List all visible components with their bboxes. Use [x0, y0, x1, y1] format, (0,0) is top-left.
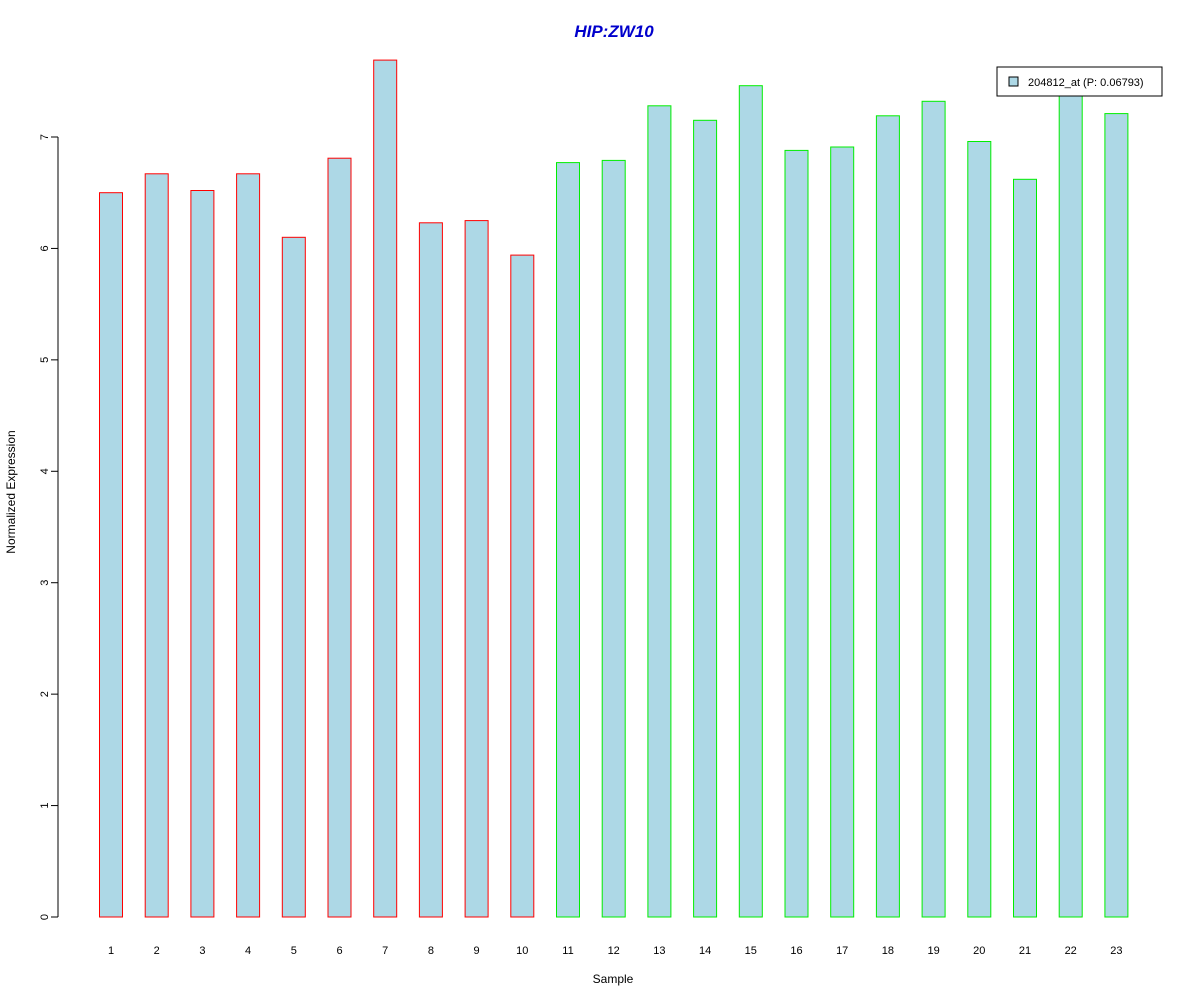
x-tick-label: 10	[516, 945, 528, 957]
legend: 204812_at (P: 0.06793)	[996, 66, 1163, 97]
x-tick-label: 22	[1065, 945, 1077, 957]
y-tick-label: 6	[39, 245, 51, 251]
y-tick-label: 1	[39, 803, 51, 809]
bar-sample-19	[921, 100, 946, 918]
x-tick-label: 4	[245, 945, 251, 957]
x-tick-label: 2	[154, 945, 160, 957]
x-tick-labels: 1 2 3 4 5 6 7 8 9 10 11 12 13 14 15 16 17 18 19 20 21 22 23	[108, 945, 1123, 957]
y-axis: 0 1 2 3 4 5 6 7	[39, 134, 59, 920]
bar-sample-13	[647, 105, 672, 918]
bar-sample-7	[373, 59, 398, 918]
bar-sample-9	[464, 220, 489, 918]
bar-sample-2	[144, 173, 169, 918]
bar-sample-5	[281, 236, 306, 918]
x-tick-label: 21	[1019, 945, 1031, 957]
x-tick-label: 17	[836, 945, 848, 957]
legend-label: 204812_at (P: 0.06793)	[1028, 77, 1144, 89]
x-tick-label: 3	[199, 945, 205, 957]
y-tick-label: 5	[39, 357, 51, 363]
bar-sample-21	[1013, 178, 1037, 918]
x-tick-label: 1	[108, 945, 114, 957]
bar-sample-4	[236, 173, 261, 918]
x-tick-label: 14	[699, 945, 711, 957]
x-tick-label: 16	[790, 945, 802, 957]
y-axis-title: Normalized Expression	[4, 430, 18, 553]
bar-sample-3	[190, 190, 215, 918]
bar-sample-1	[99, 192, 123, 918]
bar-sample-8	[418, 222, 443, 918]
legend-swatch	[1008, 76, 1019, 87]
x-tick-label: 23	[1110, 945, 1122, 957]
bar-sample-23	[1104, 113, 1129, 918]
x-tick-label: 9	[474, 945, 480, 957]
legend-box	[996, 66, 1163, 97]
x-tick-label: 5	[291, 945, 297, 957]
bar-sample-12	[601, 159, 626, 918]
y-tick-label: 4	[39, 468, 51, 474]
x-axis-title: Sample	[593, 972, 634, 986]
bar-sample-22	[1058, 89, 1083, 918]
bar-sample-11	[556, 162, 580, 918]
y-tick-label: 2	[39, 691, 51, 697]
bar-sample-17	[830, 146, 855, 918]
x-tick-label: 13	[653, 945, 665, 957]
x-tick-label: 12	[608, 945, 620, 957]
y-tick-label: 7	[39, 134, 51, 140]
bar-sample-14	[693, 119, 718, 918]
x-tick-label: 7	[382, 945, 388, 957]
x-tick-label: 11	[562, 945, 573, 957]
chart-title: HIP:ZW10	[574, 22, 654, 41]
x-tick-label: 19	[927, 945, 939, 957]
bar-sample-18	[875, 115, 900, 918]
x-tick-label: 6	[336, 945, 342, 957]
bar-sample-10	[510, 254, 535, 918]
bar-sample-15	[738, 85, 763, 918]
x-tick-label: 18	[882, 945, 894, 957]
x-tick-label: 20	[973, 945, 985, 957]
bars-group	[99, 59, 1129, 918]
bar-sample-20	[967, 141, 992, 918]
y-tick-label: 0	[39, 914, 51, 920]
bar-sample-6	[327, 157, 352, 918]
x-tick-label: 15	[745, 945, 757, 957]
bar-sample-16	[784, 149, 809, 918]
x-tick-label: 8	[428, 945, 434, 957]
y-tick-label: 3	[39, 580, 51, 586]
